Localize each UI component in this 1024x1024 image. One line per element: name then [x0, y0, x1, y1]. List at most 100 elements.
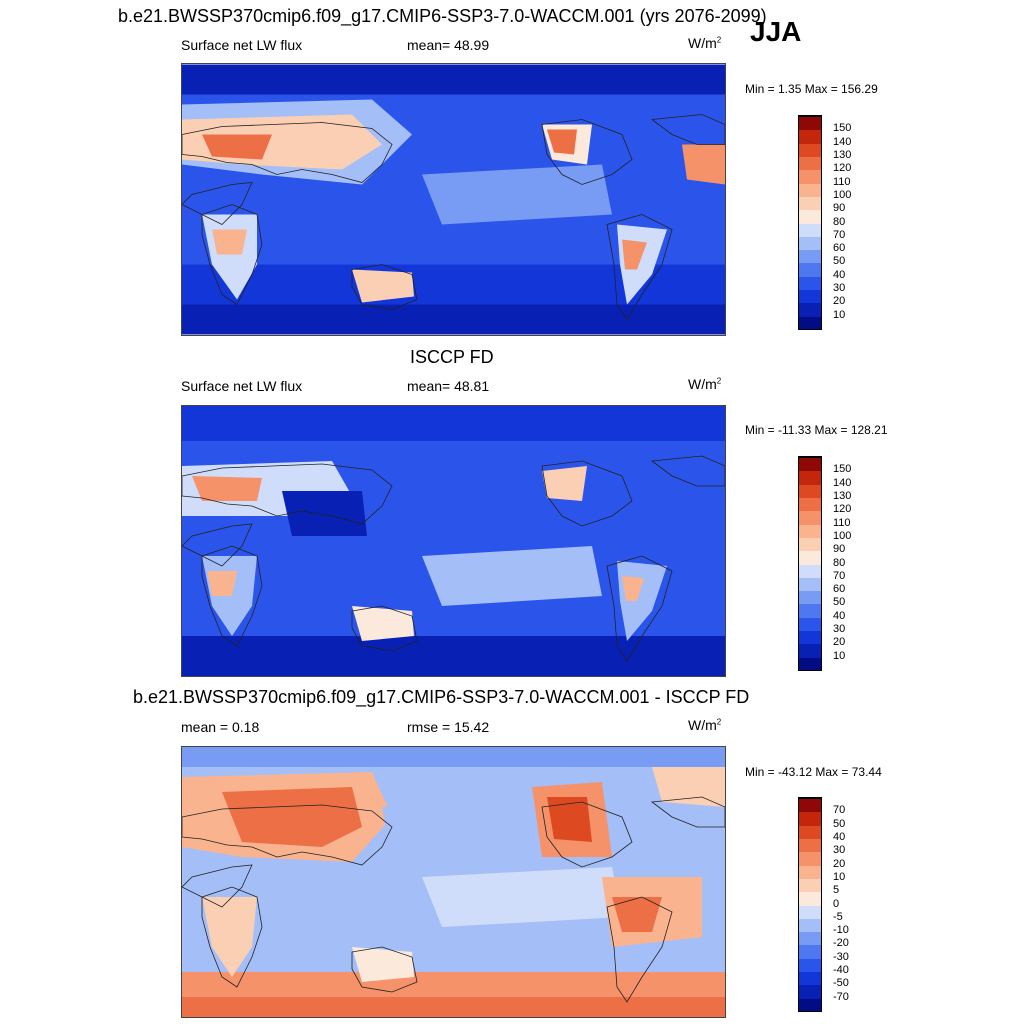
coastline — [182, 122, 393, 183]
contour-region — [372, 491, 522, 546]
panel1-minmax: Min = 1.35 Max = 156.29 — [745, 82, 878, 96]
colorbar-swatch — [799, 917, 821, 933]
contour-region — [182, 64, 725, 95]
colorbar-tick-label: 100 — [833, 188, 852, 201]
colorbar-tick-label: 60 — [833, 583, 846, 596]
colorbar-tick-label: -30 — [833, 950, 849, 963]
panel1-map — [181, 63, 726, 336]
colorbar-swatch — [799, 169, 821, 184]
colorbar-swatch — [799, 523, 821, 538]
panel1-units: W/m2 — [688, 35, 722, 51]
colorbar-swatch — [799, 957, 821, 973]
colorbar-tick-label: -10 — [833, 924, 849, 937]
coastline — [201, 204, 263, 306]
contour-region — [202, 897, 257, 977]
colorbar-tick-label: 50 — [833, 596, 846, 609]
panel1-colorbar — [798, 115, 822, 330]
contour-region — [422, 867, 622, 927]
colorbar-swatch — [799, 195, 821, 211]
colorbar-tick-label: 20 — [833, 295, 846, 308]
coastline — [541, 460, 633, 527]
colorbar-swatch — [799, 630, 821, 645]
contour-region — [612, 897, 662, 932]
coastline — [541, 801, 633, 868]
colorbar-swatch — [799, 891, 821, 906]
colorbar-tick-label: 40 — [833, 830, 846, 843]
contour-region — [182, 997, 725, 1017]
colorbar-swatch — [799, 142, 821, 157]
colorbar-swatch — [799, 864, 821, 879]
contour-region — [352, 606, 414, 641]
panel2-variable-label: Surface net LW flux — [181, 378, 303, 394]
colorbar-swatch — [799, 457, 821, 472]
colorbar-tick-label: 150 — [833, 463, 852, 476]
colorbar-tick-label: 80 — [833, 556, 846, 569]
colorbar-swatch — [799, 931, 821, 946]
colorbar-tick-label: 60 — [833, 242, 846, 255]
colorbar-tick-label: 100 — [833, 529, 852, 542]
panel2-map — [181, 405, 726, 677]
colorbar-swatch — [799, 182, 821, 197]
colorbar-tick-label: 0 — [833, 897, 840, 910]
coastline — [541, 119, 633, 185]
colorbar-tick-label: 70 — [833, 228, 846, 241]
colorbar-tick-label: -20 — [833, 937, 849, 950]
colorbar-tick-label: 120 — [833, 503, 852, 516]
colorbar-tick-label: 10 — [833, 308, 846, 321]
colorbar-swatch — [799, 222, 821, 237]
colorbar-swatch — [799, 510, 821, 525]
colorbar-swatch — [799, 944, 821, 959]
contour-region — [352, 269, 414, 303]
contour-region — [622, 576, 644, 601]
colorbar-tick-label: 30 — [833, 623, 846, 636]
panel3-rmse-label: rmse = 15.42 — [407, 719, 490, 735]
coastline — [182, 864, 253, 908]
colorbar-tick-label: -70 — [833, 990, 849, 1003]
colorbar-swatch — [799, 262, 821, 277]
contour-region — [182, 636, 725, 676]
colorbar-swatch — [799, 550, 821, 565]
colorbar-tick-label: 50 — [833, 255, 846, 268]
colorbar-tick-label: 120 — [833, 162, 852, 175]
coastline — [351, 946, 418, 993]
colorbar-tick-label: 90 — [833, 543, 846, 556]
coastline — [182, 463, 393, 525]
colorbar-swatch — [799, 877, 821, 893]
panel2-units: W/m2 — [688, 376, 722, 392]
coastline — [201, 545, 263, 647]
coastline — [650, 114, 725, 145]
colorbar-tick-label: 90 — [833, 202, 846, 215]
contour-region — [202, 134, 272, 160]
contour-region — [282, 491, 367, 536]
contour-region — [547, 797, 592, 842]
contour-region — [682, 144, 725, 185]
colorbar-swatch — [799, 209, 821, 224]
colorbar-tick-label: 110 — [833, 175, 851, 188]
colorbar-swatch — [799, 837, 821, 853]
colorbar-tick-label: 30 — [833, 844, 846, 857]
colorbar-swatch — [799, 851, 821, 866]
contour-region — [222, 787, 362, 847]
colorbar-tick-label: 130 — [833, 148, 852, 161]
figure-title: b.e21.BWSSP370cmip6.f09_g17.CMIP6-SSP3-7… — [118, 6, 767, 26]
contour-region — [207, 571, 237, 596]
contour-region — [182, 747, 725, 767]
contour-region — [422, 164, 612, 225]
colorbar-swatch — [799, 315, 821, 329]
panel2-colorbar — [798, 456, 822, 671]
colorbar-tick-label: -40 — [833, 964, 849, 977]
colorbar-swatch — [799, 249, 821, 264]
coastline — [351, 264, 418, 310]
colorbar-swatch — [799, 116, 821, 131]
colorbar-swatch — [799, 811, 821, 826]
contour-region — [652, 767, 725, 807]
coastline — [182, 523, 253, 567]
colorbar-tick-label: 50 — [833, 817, 846, 830]
colorbar-swatch — [799, 302, 821, 317]
colorbar-swatch — [799, 470, 821, 485]
panel2-minmax: Min = -11.33 Max = 128.21 — [745, 423, 888, 437]
map-field — [182, 747, 725, 1017]
panel3-mean-label: mean = 0.18 — [181, 719, 260, 735]
colorbar-tick-label: 70 — [833, 804, 846, 817]
coastline — [606, 555, 673, 662]
